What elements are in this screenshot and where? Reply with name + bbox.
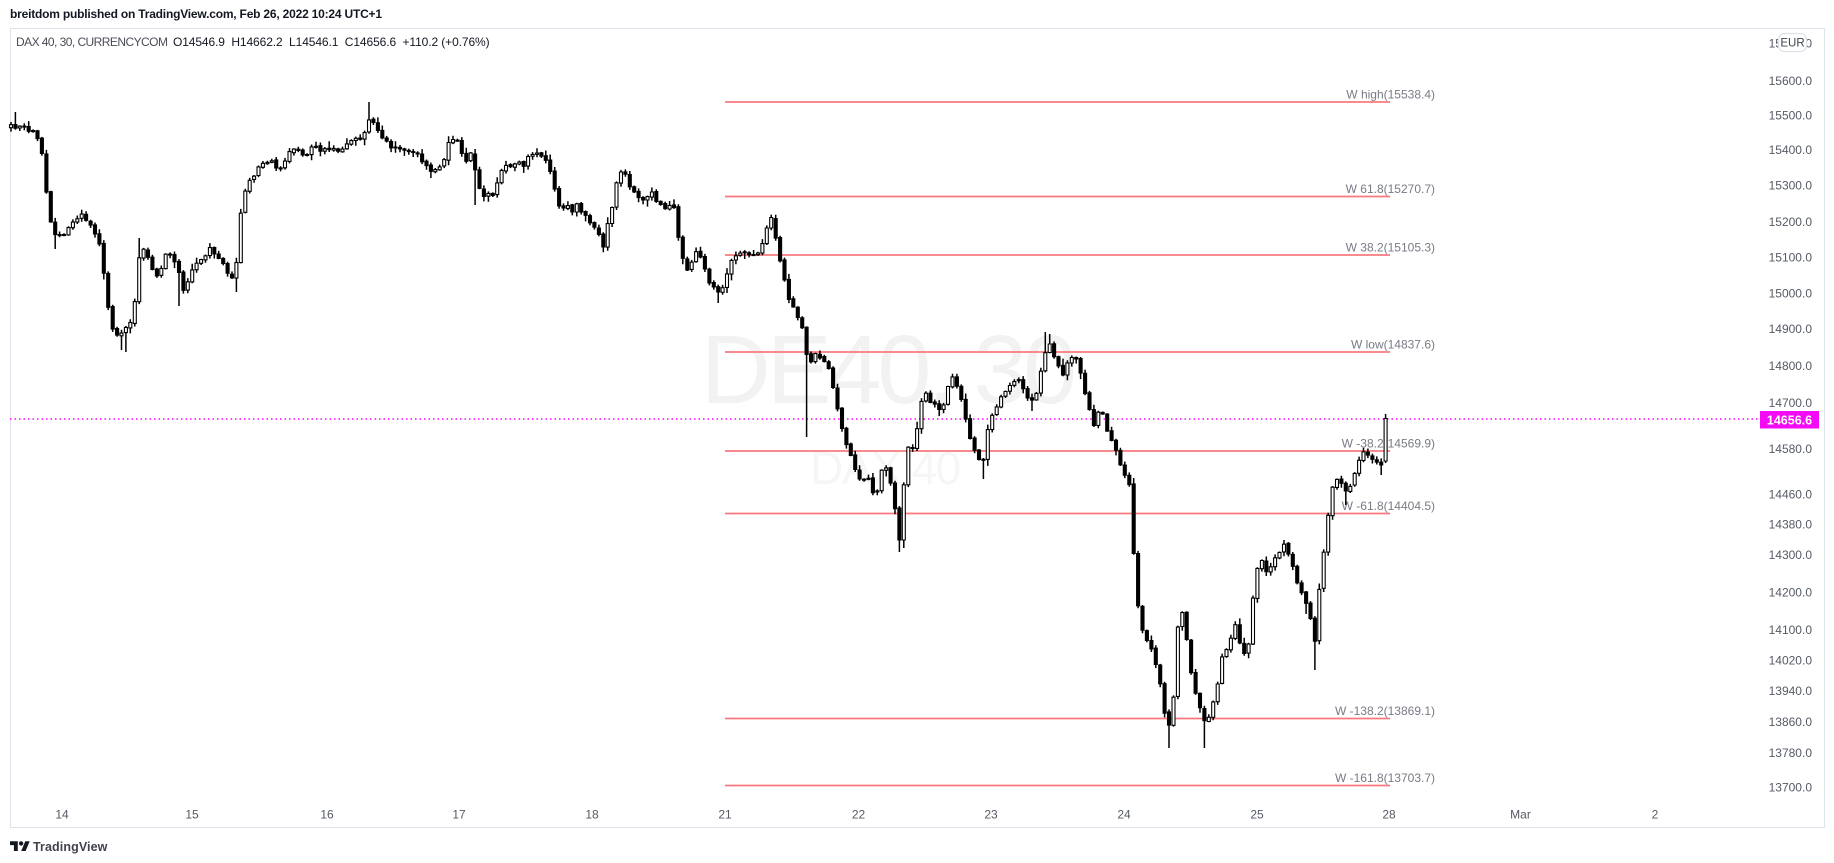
svg-text:14460.0: 14460.0 [1769,488,1813,502]
svg-text:23: 23 [984,808,998,822]
svg-text:15200.0: 15200.0 [1769,215,1813,229]
svg-text:16: 16 [320,808,334,822]
svg-text:15500.0: 15500.0 [1769,109,1813,123]
svg-text:14300.0: 14300.0 [1769,548,1813,562]
svg-text:W low(14837.6): W low(14837.6) [1351,338,1435,352]
svg-text:28: 28 [1382,808,1396,822]
svg-text:14200.0: 14200.0 [1769,586,1813,600]
svg-text:22: 22 [852,808,866,822]
svg-text:EUR: EUR [1780,38,1804,50]
svg-text:14020.0: 14020.0 [1769,654,1813,668]
svg-text:Mar: Mar [1510,808,1531,822]
svg-text:W high(15538.4): W high(15538.4) [1346,88,1435,102]
svg-text:W -38.2(14569.9): W -38.2(14569.9) [1342,437,1435,451]
svg-text:15: 15 [185,808,199,822]
svg-text:14: 14 [55,808,69,822]
svg-text:2: 2 [1652,808,1659,822]
svg-text:14580.0: 14580.0 [1769,442,1813,456]
svg-text:14700.0: 14700.0 [1769,396,1813,410]
svg-text:14656.6: 14656.6 [1767,414,1812,428]
svg-text:24: 24 [1117,808,1131,822]
svg-text:14100.0: 14100.0 [1769,623,1813,637]
svg-text:W -61.8(14404.5): W -61.8(14404.5) [1342,499,1435,513]
svg-text:13860.0: 13860.0 [1769,715,1813,729]
svg-text:W -161.8(13703.7): W -161.8(13703.7) [1335,771,1435,785]
svg-text:18: 18 [585,808,599,822]
svg-text:15300.0: 15300.0 [1769,179,1813,193]
svg-text:15400.0: 15400.0 [1769,143,1813,157]
svg-text:14900.0: 14900.0 [1769,322,1813,336]
svg-text:14380.0: 14380.0 [1769,518,1813,532]
svg-text:13940.0: 13940.0 [1769,684,1813,698]
svg-text:14800.0: 14800.0 [1769,359,1813,373]
svg-text:W -138.2(13869.1): W -138.2(13869.1) [1335,704,1435,718]
svg-text:13780.0: 13780.0 [1769,746,1813,760]
svg-text:25: 25 [1250,808,1264,822]
svg-text:21: 21 [718,808,732,822]
svg-text:17: 17 [452,808,466,822]
svg-text:15600.0: 15600.0 [1769,74,1813,88]
svg-text:13700.0: 13700.0 [1769,781,1813,795]
svg-text:DE40, 30: DE40, 30 [701,315,1074,424]
svg-text:15100.0: 15100.0 [1769,251,1813,265]
svg-text:W 61.8(15270.7): W 61.8(15270.7) [1346,182,1435,196]
svg-text:W 38.2(15105.3): W 38.2(15105.3) [1346,241,1435,255]
svg-text:15000.0: 15000.0 [1769,287,1813,301]
